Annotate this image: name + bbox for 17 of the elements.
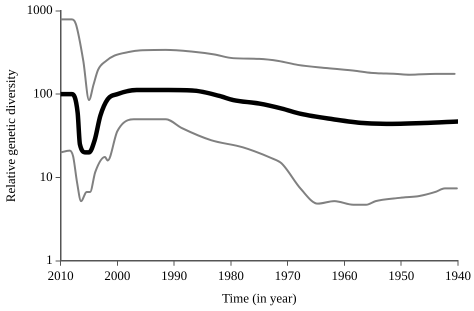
x-tick-label: 1940	[445, 268, 471, 284]
x-tick-label: 1980	[218, 268, 244, 284]
line-series	[60, 118, 458, 206]
line-series	[60, 88, 458, 155]
x-tick-label: 1970	[274, 268, 301, 284]
x-tick-label: 2010	[48, 268, 74, 284]
y-tick-label: 100	[33, 86, 53, 101]
x-tick-label: 2000	[104, 268, 130, 284]
y-tick-label: 10	[40, 168, 53, 184]
y-axis-title: Relative genetic diversity	[3, 68, 18, 202]
x-tick-label: 1960	[331, 268, 358, 284]
x-tick-label: 1950	[388, 268, 414, 284]
line-series	[60, 18, 456, 102]
y-tick-label: 1	[46, 252, 53, 268]
x-axis-title: Time (in year)	[222, 290, 297, 306]
y-tick-label: 1000	[26, 2, 53, 18]
x-tick-label: 1990	[161, 268, 188, 284]
